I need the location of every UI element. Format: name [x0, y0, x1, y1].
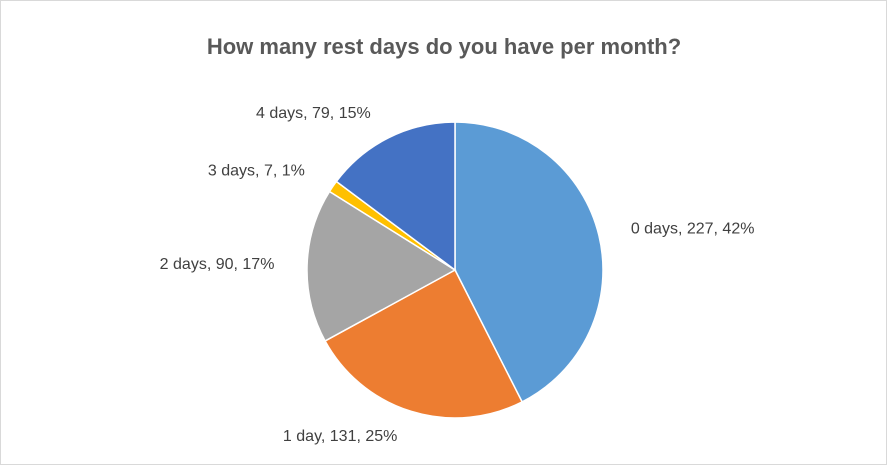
pie-slice: [306, 190, 457, 342]
data-label: 2 days, 90, 17%: [160, 256, 275, 273]
chart-title: How many rest days do you have per month…: [207, 34, 681, 59]
pie-slice: [454, 121, 604, 403]
pie-slice: [335, 121, 456, 272]
pie-slice: [324, 268, 524, 419]
data-label: 4 days, 79, 15%: [256, 105, 371, 122]
data-label: 0 days, 227, 42%: [631, 220, 755, 237]
data-label: 3 days, 7, 1%: [208, 163, 305, 180]
data-label: 1 day, 131, 25%: [283, 428, 397, 445]
